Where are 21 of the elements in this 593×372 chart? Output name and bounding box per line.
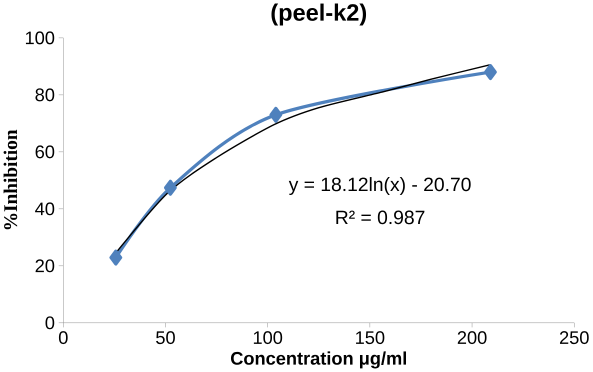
x-tick-label: 150 (356, 331, 384, 344)
y-tick-label: 0 (46, 316, 54, 330)
annotation: R² = 0.987 (336, 210, 424, 224)
y-tick-label: 20 (36, 259, 54, 272)
x-axis-title: Concentration μg/ml (230, 351, 406, 368)
point (269, 106, 282, 123)
y-tick-label: 80 (35, 88, 54, 102)
point (164, 180, 177, 196)
x-tick-label: 100 (254, 331, 282, 344)
y-tick-label: 100 (26, 31, 54, 44)
y-tick-label: 60 (36, 145, 54, 158)
x-tick-label: 200 (458, 331, 487, 344)
annotation: y = 18.12ln(x) - 20.70 (288, 177, 471, 196)
x-tick-label: 50 (156, 331, 175, 344)
x-tick-label: 0 (58, 331, 68, 344)
point (484, 64, 497, 80)
x-tick-label: 250 (560, 331, 589, 344)
point (109, 250, 122, 266)
y-axis-title: %Inhibition (4, 130, 18, 230)
y-tick-label: 40 (35, 202, 54, 216)
chart-title: (peel-k2) (271, 4, 366, 26)
